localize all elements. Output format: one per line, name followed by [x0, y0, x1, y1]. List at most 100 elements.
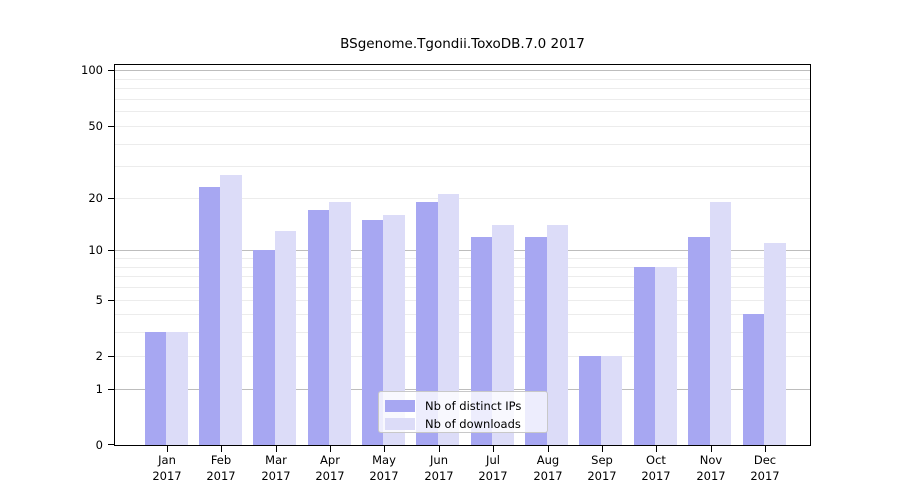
minor-gridline-50: [115, 126, 810, 127]
bar-downloads-mar: [274, 230, 297, 445]
y-tick-label-50: 50: [88, 119, 103, 133]
bar-downloads-jan: [166, 332, 188, 445]
x-tick-label-jan: Jan 2017: [135, 452, 199, 484]
minor-gridline-30: [115, 166, 810, 167]
x-tick-may: [384, 445, 385, 452]
x-label-month: Sep: [591, 453, 613, 467]
x-label-year: 2017: [424, 469, 454, 483]
legend-swatch-ips-icon: [385, 399, 415, 412]
minor-gridline-40: [115, 144, 810, 145]
x-tick-jun: [439, 445, 440, 452]
x-label-month: Aug: [536, 453, 560, 467]
x-tick-dec: [765, 445, 766, 452]
x-tick-nov: [711, 445, 712, 452]
x-label-month: Jan: [158, 453, 176, 467]
minor-gridline-9: [115, 258, 810, 259]
x-tick-jan: [167, 445, 168, 452]
x-label-month: Jun: [430, 453, 448, 467]
x-tick-label-aug: Aug 2017: [516, 452, 580, 484]
y-tick-1: [108, 389, 115, 390]
x-label-year: 2017: [533, 469, 563, 483]
x-label-year: 2017: [315, 469, 345, 483]
legend-item-downloads: Nb of downloads: [385, 416, 547, 431]
bar-ips-oct: [633, 266, 656, 445]
bar-ips-mar: [253, 250, 275, 445]
bar-ips-feb: [198, 187, 221, 445]
y-tick-100: [108, 70, 115, 71]
minor-gridline-70: [115, 99, 810, 100]
x-tick-label-dec: Dec 2017: [733, 452, 797, 484]
bar-downloads-oct: [655, 266, 677, 445]
x-tick-label-sep: Sep 2017: [570, 452, 634, 484]
bar-ips-jun: [416, 201, 438, 445]
bar-ips-apr: [307, 210, 330, 445]
bar-downloads-apr: [329, 201, 351, 445]
x-tick-label-jul: Jul 2017: [461, 452, 525, 484]
x-tick-sep: [602, 445, 603, 452]
x-label-year: 2017: [641, 469, 671, 483]
minor-gridline-8: [115, 267, 810, 268]
y-tick-0: [108, 444, 115, 445]
minor-gridline-20: [115, 198, 810, 199]
x-tick-apr: [330, 445, 331, 452]
bar-ips-dec: [742, 314, 764, 445]
x-label-month: Nov: [699, 453, 723, 467]
bar-downloads-nov: [709, 201, 732, 445]
y-tick-10: [108, 250, 115, 251]
y-tick-label-100: 100: [81, 63, 103, 77]
x-tick-label-jun: Jun 2017: [407, 452, 471, 484]
legend: Nb of distinct IPs Nb of downloads: [378, 391, 548, 433]
y-tick-label-0: 0: [95, 438, 103, 452]
x-label-month: May: [372, 453, 396, 467]
legend-swatch-downloads-icon: [385, 417, 415, 430]
x-label-month: Jul: [486, 453, 500, 467]
bar-ips-jan: [144, 332, 166, 445]
minor-gridline-3: [115, 332, 810, 333]
x-label-month: Apr: [320, 453, 340, 467]
major-gridline-10: [115, 250, 810, 251]
bar-ips-sep: [579, 355, 601, 445]
x-tick-feb: [221, 445, 222, 452]
x-tick-oct: [656, 445, 657, 452]
x-label-year: 2017: [587, 469, 617, 483]
x-label-year: 2017: [750, 469, 780, 483]
x-label-month: Mar: [265, 453, 287, 467]
y-tick-50: [108, 126, 115, 127]
minor-gridline-6: [115, 287, 810, 288]
legend-label-distinct-ips: Nb of distinct IPs: [425, 398, 522, 413]
x-label-month: Oct: [646, 453, 666, 467]
y-tick-label-20: 20: [88, 191, 103, 205]
x-tick-label-oct: Oct 2017: [624, 452, 688, 484]
x-label-year: 2017: [206, 469, 236, 483]
x-tick-label-apr: Apr 2017: [298, 452, 362, 484]
y-tick-label-2: 2: [95, 349, 103, 363]
minor-gridline-80: [115, 88, 810, 89]
plot-area: 0 1 2 5 10 20 50 100 Jan 2017 Feb 2017 Mar 2017 Apr 20…: [81, 63, 811, 483]
bar-downloads-feb: [220, 174, 242, 445]
major-gridline-100: [115, 70, 810, 71]
bar-downloads-jul: [492, 225, 514, 445]
x-label-year: 2017: [261, 469, 291, 483]
bar-downloads-may: [383, 215, 405, 445]
minor-gridline-5: [115, 300, 810, 301]
bar-ips-may: [361, 219, 384, 445]
x-label-year: 2017: [478, 469, 508, 483]
y-tick-20: [108, 198, 115, 199]
bar-downloads-dec: [764, 243, 786, 445]
bar-ips-nov: [688, 236, 710, 445]
x-tick-mar: [276, 445, 277, 452]
x-label-month: Dec: [753, 453, 777, 467]
x-tick-aug: [548, 445, 549, 452]
y-tick-2: [108, 356, 115, 357]
x-tick-label-feb: Feb 2017: [189, 452, 253, 484]
bar-downloads-jun: [437, 194, 460, 445]
bar-downloads-sep: [600, 355, 623, 445]
x-tick-label-may: May 2017: [352, 452, 416, 484]
y-tick-5: [108, 300, 115, 301]
major-gridline-1: [115, 389, 810, 390]
x-tick-label-mar: Mar 2017: [244, 452, 308, 484]
y-tick-label-10: 10: [88, 243, 103, 257]
chart-title: BSgenome.Tgondii.ToxoDB.7.0 2017: [340, 36, 585, 52]
minor-gridline-90: [115, 79, 810, 80]
